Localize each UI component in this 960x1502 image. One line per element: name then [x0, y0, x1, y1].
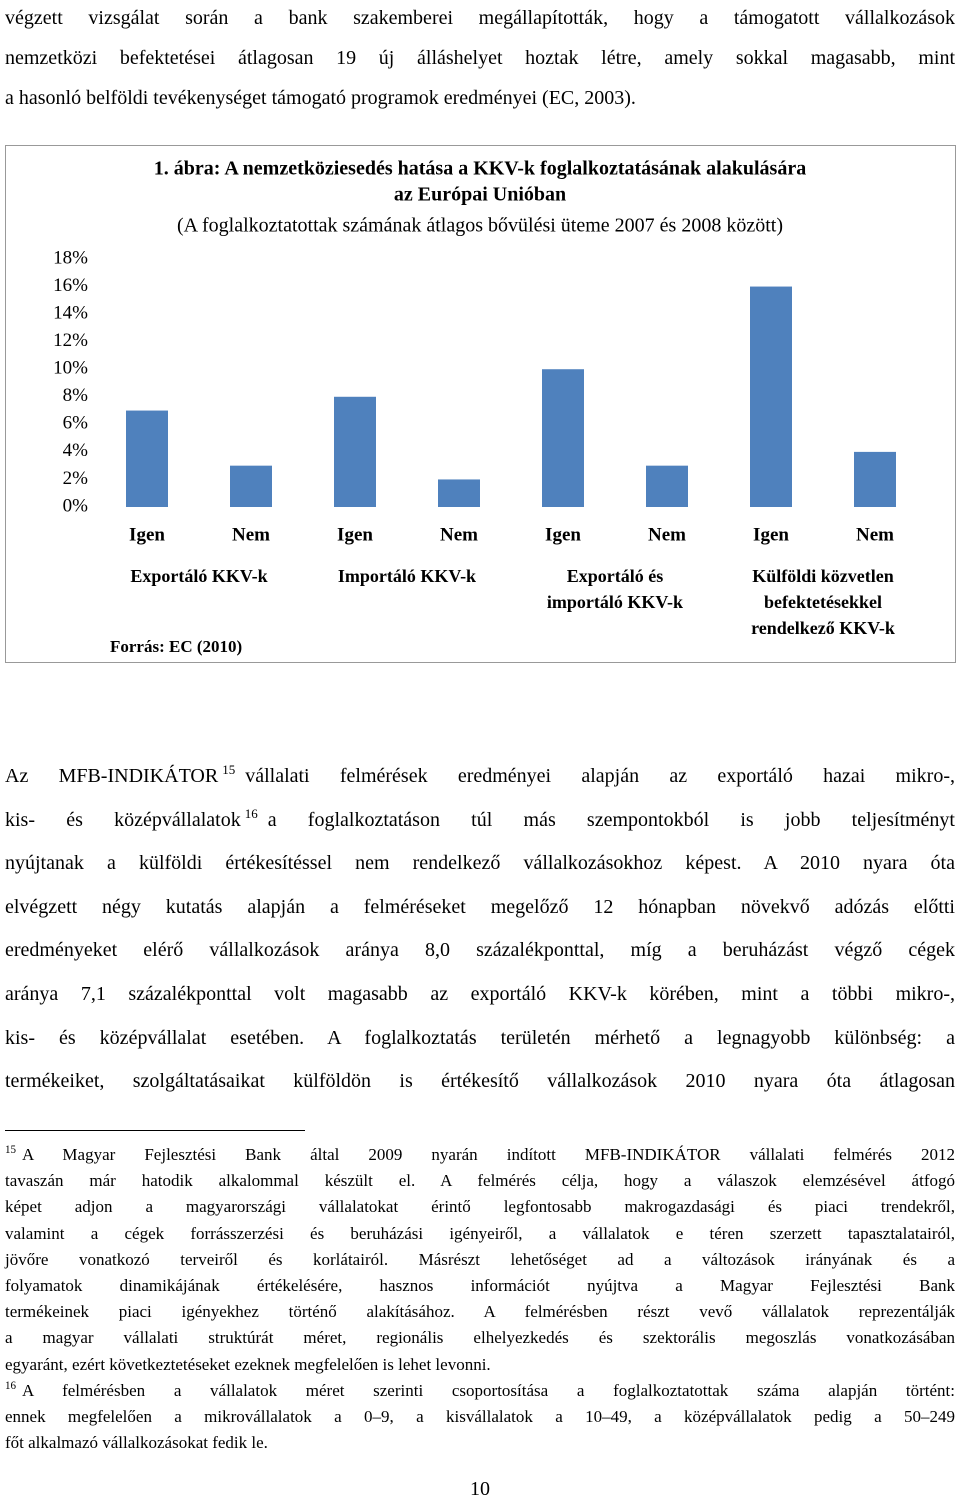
- x-tick-label: Nem: [648, 524, 686, 545]
- line-text: a hasonló belföldi tevékenységet támogat…: [5, 87, 636, 109]
- text-line: valamint a cégek forrásszerzési és beruh…: [5, 1223, 955, 1245]
- text-line: termékeinek piaci igényekhez történő ala…: [5, 1301, 955, 1323]
- line-text: jövőre vonatkozó terveiről és korlátairó…: [5, 1249, 955, 1269]
- line-text: vállalati felmérések eredményei alapján …: [245, 765, 955, 787]
- bar: [542, 369, 584, 507]
- y-tick-label: 14%: [53, 302, 88, 323]
- y-tick-label: 12%: [53, 330, 88, 351]
- footnote-ref: 15: [222, 762, 236, 778]
- y-tick-label: 8%: [63, 385, 89, 406]
- line-text: tavaszán már hatodik alkalommal készült …: [5, 1171, 955, 1191]
- text-line: képet adjon a magyarországi vállalatokat…: [5, 1196, 955, 1218]
- group-label: Exportáló KKV-k: [130, 566, 267, 586]
- text-line: 16 A felmérésben a vállalatok méret szeri…: [5, 1380, 955, 1402]
- bar: [334, 396, 376, 507]
- x-tick-label: Igen: [337, 524, 373, 545]
- line-text: egyaránt, ezért következtetéseket ezekne…: [5, 1354, 491, 1374]
- line-text: elvégzett négy kutatás alapján a felméré…: [5, 895, 955, 918]
- bar: [230, 465, 272, 507]
- x-tick-label: Nem: [856, 524, 894, 545]
- group-label: Exportáló és: [567, 566, 664, 586]
- text-line: nemzetközi befektetései átlagosan 19 új …: [5, 45, 955, 71]
- line-text: kis- és középvállalatok: [5, 808, 241, 831]
- footnote-number: 15: [5, 1144, 17, 1157]
- y-tick-label: 6%: [63, 413, 89, 434]
- y-tick-label: 10%: [53, 358, 88, 379]
- line-text: folyamatok dinamikájának értékelésére, h…: [5, 1276, 955, 1295]
- line-text: a foglalkoztatáson túl más szempontokból…: [267, 808, 955, 831]
- line-text: valamint a cégek forrásszerzési és beruh…: [5, 1223, 955, 1243]
- footnote-number: 16: [5, 1380, 17, 1393]
- group-label: Importáló KKV-k: [338, 566, 476, 586]
- text-line: a hasonló belföldi tevékenységet támogat…: [5, 85, 955, 111]
- footnote-ref: 16: [244, 805, 258, 821]
- line-text: Az MFB-INDIKÁTOR: [5, 765, 219, 787]
- group-label: Külföldi közvetlen: [752, 566, 894, 586]
- y-tick-label: 16%: [53, 275, 88, 296]
- text-line: kis- és középvállalat esetében. A foglal…: [5, 1025, 955, 1051]
- bar: [646, 465, 688, 507]
- text-line: 15 A Magyar Fejlesztési Bank által 2009 n…: [5, 1144, 955, 1166]
- bar: [854, 451, 896, 507]
- text-line: a magyar vállalati struktúrát méret, reg…: [5, 1327, 955, 1349]
- line-text: nemzetközi befektetései átlagosan 19 új …: [5, 47, 955, 69]
- line-text: A Magyar Fejlesztési Bank által 2009 nya…: [22, 1145, 955, 1164]
- x-tick-label: Igen: [129, 524, 165, 545]
- text-line: eredményeket elérő vállalkozások aránya …: [5, 937, 955, 963]
- chart-title: 1. ábra: A nemzetköziesedés hatása a KKV…: [154, 158, 806, 180]
- bar: [126, 410, 168, 507]
- y-tick-label: 4%: [63, 440, 89, 461]
- chart-frame: [5, 145, 956, 663]
- group-label: befektetésekkel: [764, 592, 882, 612]
- y-tick-label: 0%: [63, 495, 89, 516]
- line-text: főt alkalmazó vállalkozásokat fedik le.: [5, 1433, 268, 1453]
- text-line: tavaszán már hatodik alkalommal készült …: [5, 1170, 955, 1192]
- chart-source: Forrás: EC (2010): [110, 637, 242, 656]
- text-line: főt alkalmazó vállalkozásokat fedik le.: [5, 1432, 955, 1454]
- text-line: folyamatok dinamikájának értékelésére, h…: [5, 1275, 955, 1297]
- line-text: termékeinek piaci igényekhez történő ala…: [5, 1302, 955, 1322]
- bar: [750, 286, 792, 507]
- x-tick-label: Igen: [753, 524, 789, 545]
- text-line: ennek megfelelően a mikrovállalatok a 0–…: [5, 1406, 955, 1428]
- line-text: képet adjon a magyarországi vállalatokat…: [5, 1197, 955, 1217]
- line-text: ennek megfelelően a mikrovállalatok a 0–…: [5, 1407, 955, 1426]
- y-tick-label: 18%: [53, 247, 88, 268]
- x-tick-label: Igen: [545, 524, 581, 545]
- text-line: egyaránt, ezért következtetéseket ezekne…: [5, 1354, 955, 1376]
- text-line: elvégzett négy kutatás alapján a felméré…: [5, 894, 955, 920]
- line-text: termékeiket, szolgáltatásaikat külföldön…: [5, 1070, 955, 1093]
- text-line: aránya 7,1 százalékponttal volt magasabb…: [5, 981, 955, 1007]
- text-line: végzett vizsgálat során a bank szakember…: [5, 5, 955, 31]
- line-text: aránya 7,1 százalékponttal volt magasabb…: [5, 983, 955, 1005]
- line-text: a magyar vállalati struktúrát méret, reg…: [5, 1328, 955, 1348]
- x-tick-label: Nem: [232, 524, 270, 545]
- x-tick-label: Nem: [440, 524, 478, 545]
- page-number: 10: [470, 1478, 490, 1500]
- text-line: kis- és középvállalatok 16 a foglalkoztatá…: [5, 807, 955, 833]
- line-text: nyújtanak a külföldi értékesítéssel nem …: [5, 852, 955, 875]
- line-text: A felmérésben a vállalatok méret szerint…: [22, 1380, 955, 1400]
- text-line: termékeiket, szolgáltatásaikat külföldön…: [5, 1068, 955, 1094]
- line-text: eredményeket elérő vállalkozások aránya …: [5, 939, 955, 962]
- group-label: rendelkező KKV-k: [751, 618, 895, 638]
- group-label: importáló KKV-k: [547, 592, 683, 612]
- footnote-rule: [5, 1130, 305, 1131]
- text-line: Az MFB-INDIKÁTOR 15 vállalati felmérések e…: [5, 763, 955, 789]
- text-line: nyújtanak a külföldi értékesítéssel nem …: [5, 850, 955, 876]
- text-line: jövőre vonatkozó terveiről és korlátairó…: [5, 1249, 955, 1271]
- bar: [438, 479, 480, 507]
- chart: 1. ábra: A nemzetköziesedés hatása a KKV…: [5, 145, 956, 663]
- line-text: kis- és középvállalat esetében. A foglal…: [5, 1026, 955, 1049]
- line-text: végzett vizsgálat során a bank szakember…: [5, 7, 955, 29]
- y-tick-label: 2%: [63, 468, 89, 489]
- chart-title: az Európai Unióban: [394, 184, 566, 206]
- chart-subtitle: (A foglalkoztatottak számának átlagos bő…: [177, 215, 783, 237]
